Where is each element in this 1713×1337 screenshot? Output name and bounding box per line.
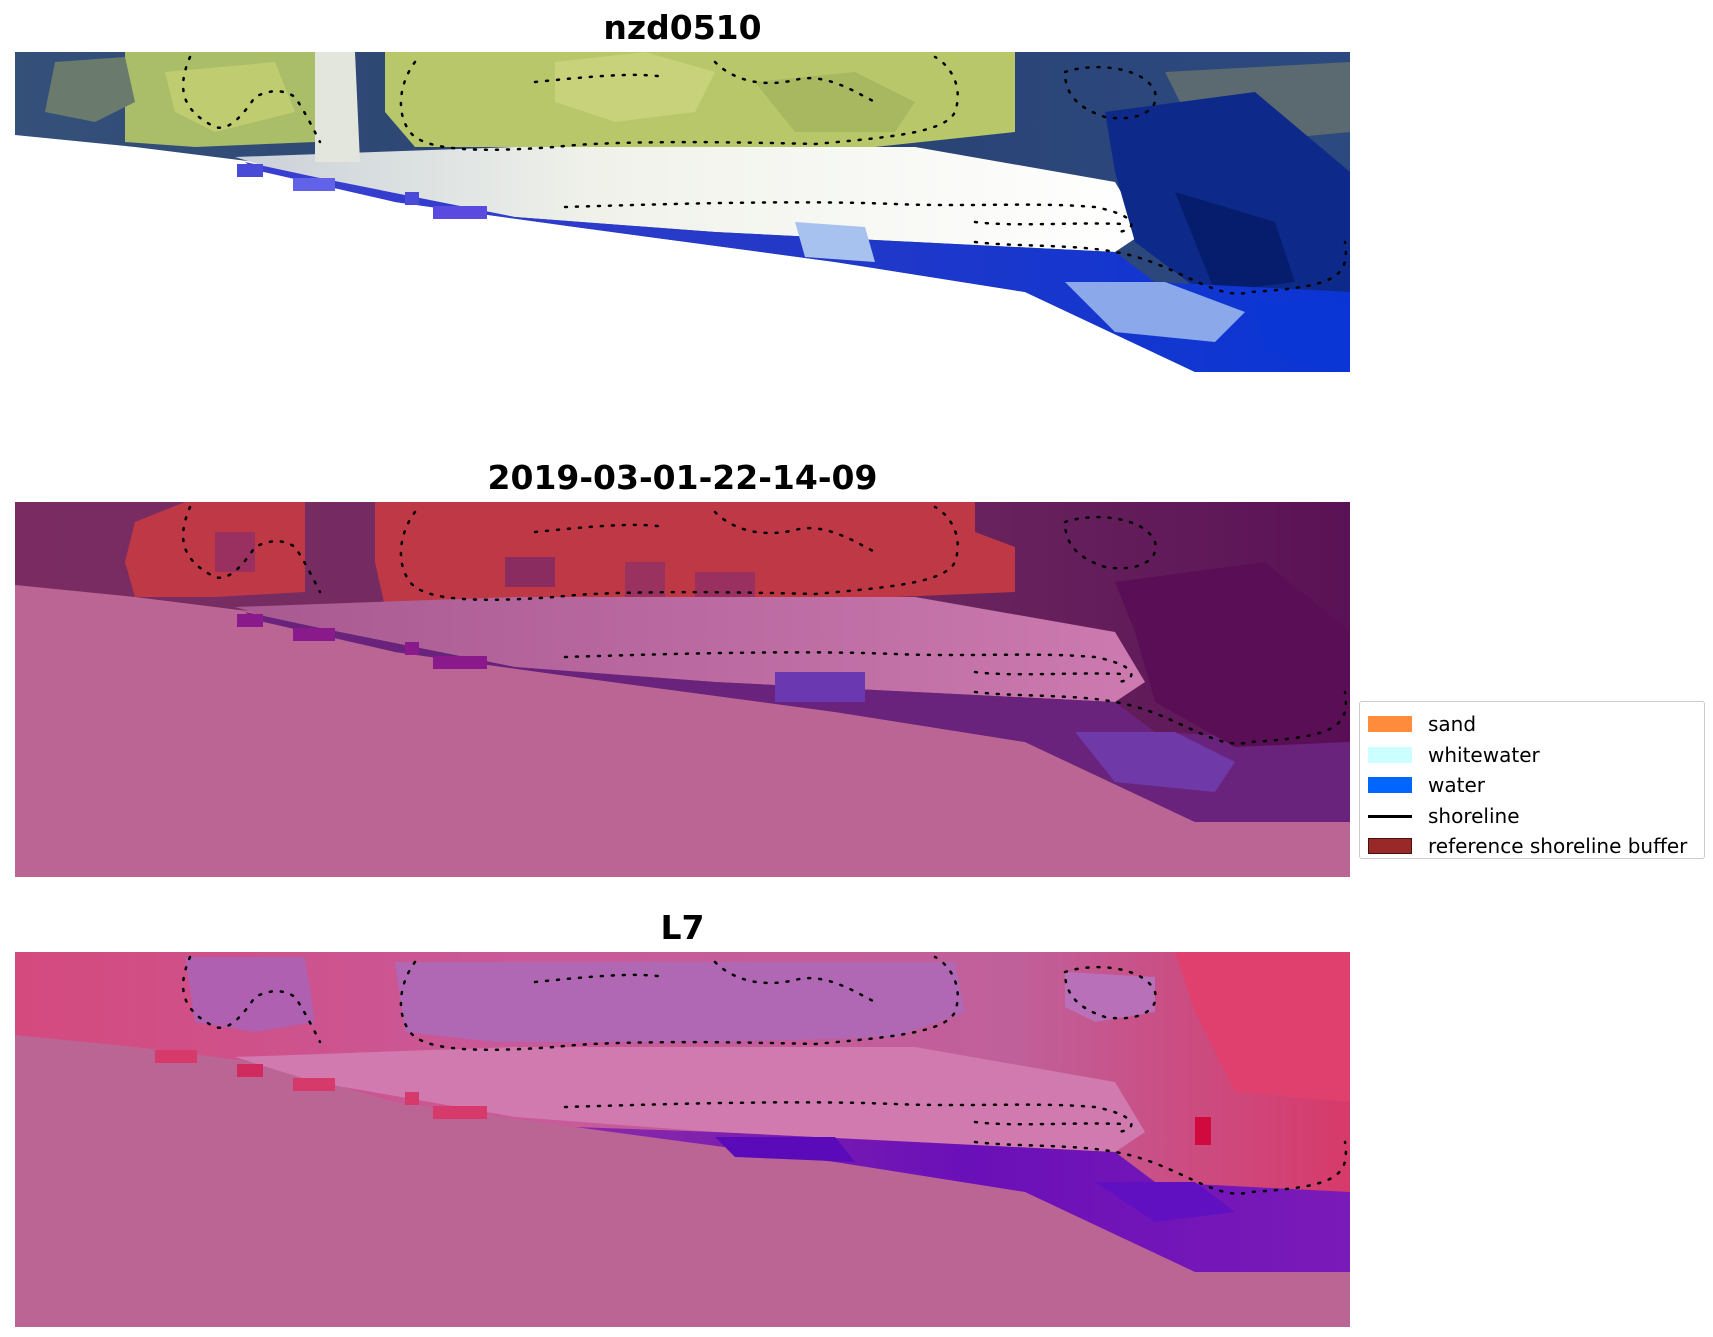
whitewater-swatch — [1368, 746, 1412, 763]
shoreline-line-swatch — [1368, 808, 1412, 824]
panel-title-rgb: nzd0510 — [603, 8, 762, 47]
sand-swatch — [1368, 716, 1412, 733]
index-image-panel — [15, 952, 1350, 1327]
legend-label: shoreline — [1428, 803, 1520, 828]
rgb-image-panel — [15, 52, 1350, 427]
water-swatch — [1368, 777, 1412, 794]
classified-image — [15, 502, 1350, 877]
index-image — [15, 952, 1350, 1327]
legend-item-sand: sand — [1360, 709, 1704, 740]
legend-label: reference shoreline buffer — [1428, 834, 1688, 859]
rgb-image — [15, 52, 1350, 427]
legend-label: sand — [1428, 712, 1477, 737]
legend-label: whitewater — [1428, 742, 1540, 767]
legend: sand whitewater water shoreline referenc… — [1359, 701, 1705, 859]
panel-title-index: L7 — [660, 908, 705, 947]
legend-item-shoreline: shoreline — [1360, 801, 1704, 832]
legend-item-whitewater: whitewater — [1360, 740, 1704, 771]
buffer-swatch — [1368, 838, 1412, 855]
legend-label: water — [1428, 773, 1485, 798]
legend-item-water: water — [1360, 770, 1704, 801]
classified-image-panel — [15, 502, 1350, 877]
panel-title-classified: 2019-03-01-22-14-09 — [487, 458, 878, 497]
legend-item-reference-shoreline-buffer: reference shoreline buffer — [1360, 831, 1704, 862]
